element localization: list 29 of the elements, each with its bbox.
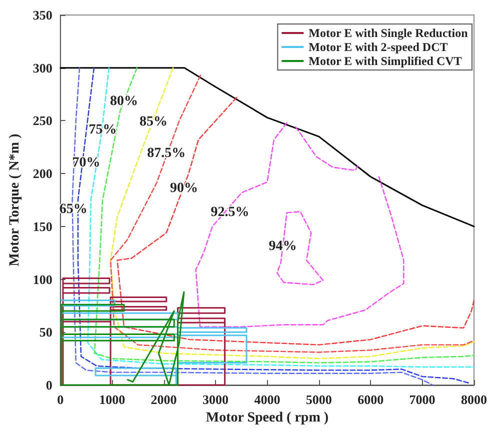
annotation: 85% bbox=[139, 114, 168, 130]
x-tick-label: 2000 bbox=[150, 392, 177, 407]
annotation: 87.5% bbox=[147, 146, 186, 161]
annotation: 80% bbox=[110, 94, 138, 110]
legend-label: Motor E with Simplified CVT bbox=[308, 54, 462, 68]
y-tick-label: 350 bbox=[32, 8, 52, 22]
x-tick-label: 0 bbox=[57, 392, 64, 407]
x-axis-title: Motor Speed ( rpm ) bbox=[206, 410, 329, 426]
x-tick-label: 7000 bbox=[409, 392, 436, 407]
y-tick-label: 150 bbox=[32, 218, 52, 234]
x-tick-label: 3000 bbox=[202, 392, 228, 407]
annotation: 94% bbox=[268, 239, 297, 254]
y-tick-label: 100 bbox=[32, 272, 52, 287]
annotation: 90% bbox=[170, 180, 198, 196]
x-tick-label: 1000 bbox=[99, 392, 126, 407]
x-tick-label: 5000 bbox=[306, 392, 332, 407]
legend-label: Motor E with 2-speed DCT bbox=[308, 40, 448, 54]
y-axis-title: Motor Torque ( N*m ) bbox=[8, 133, 22, 266]
x-tick-label: 4000 bbox=[254, 392, 280, 407]
y-tick-label: 300 bbox=[32, 60, 52, 76]
y-tick-label: 200 bbox=[32, 166, 52, 182]
annotation: 75% bbox=[88, 122, 117, 138]
x-tick-label: 6000 bbox=[358, 392, 384, 407]
y-tick-label: 0 bbox=[46, 378, 52, 392]
annotation: 92.5% bbox=[210, 205, 250, 220]
x-tick-label: 8000 bbox=[461, 392, 487, 407]
y-tick-label: 50 bbox=[39, 324, 52, 340]
y-tick-label: 250 bbox=[32, 113, 52, 128]
legend-label: Motor E with Single Reduction bbox=[308, 26, 468, 40]
